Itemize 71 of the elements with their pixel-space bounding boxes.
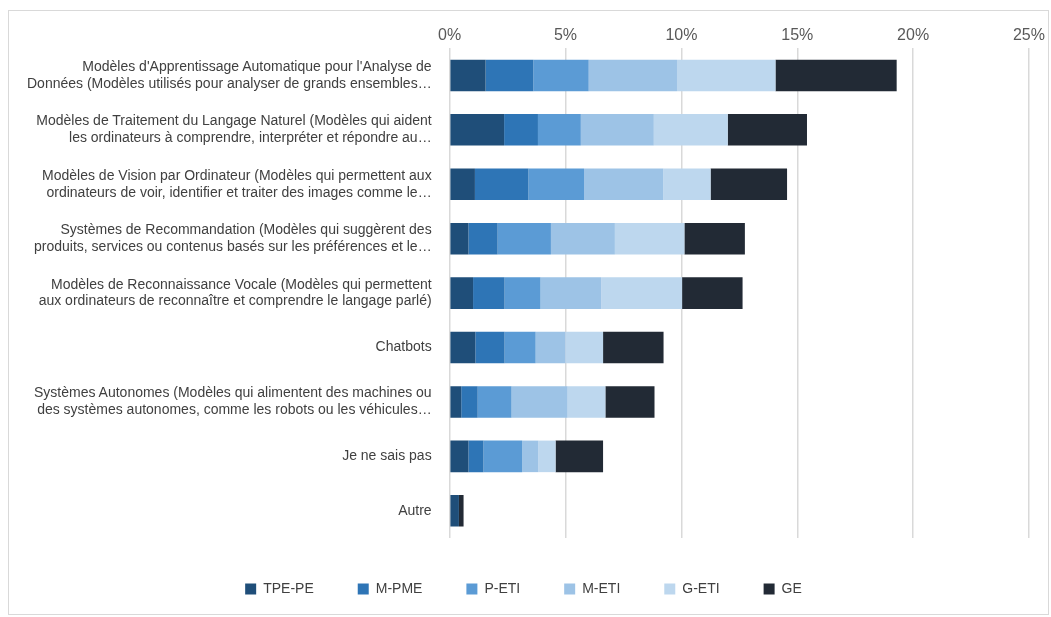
bar [584,168,664,201]
bar [565,331,604,364]
legend-label: P-ETI [484,579,521,596]
x-tick-label: 0% [438,26,462,44]
bar [614,222,685,255]
bar [710,168,788,201]
x-tick-label: 25% [1012,26,1045,44]
bar [684,222,745,255]
bar [663,168,711,201]
legend-label: M-ETI [582,579,621,596]
bar [522,440,539,473]
y-tick-label: Je ne sais pas [342,447,432,464]
bar [605,386,655,418]
bar [567,386,606,418]
bar [450,168,475,201]
legend-label: TPE-PE [263,579,314,596]
bar [450,495,459,527]
legend-label: G-ETI [682,579,720,596]
bar [528,168,585,201]
bar [533,59,589,92]
bar [450,277,474,309]
bar [477,386,512,418]
bar [450,114,505,146]
bar [676,59,776,92]
x-tick-label: 5% [553,26,578,44]
bar [601,277,683,309]
x-tick-label: 20% [897,26,930,44]
y-tick-label: Modèles de Reconnaissance Vocale (Modèles qui permettent aux ordinateurs de reconnaître et comprendre le langage parlé) [38,275,432,309]
bar [450,386,462,418]
bar [727,114,807,146]
bar [450,222,469,255]
bar [603,331,664,364]
bar [538,440,556,473]
bar [450,440,469,473]
y-tick-label: Systèmes Autonomes (Modèles qui alimentent des machines ou des systèmes autonomes, comme les robots ou les véhicules… [34,384,432,418]
bar [450,59,486,92]
y-tick-label: Modèles de Traitement du Langage Naturel (Modèles qui aident les ordinateurs à comprendre, interpréter et répondre au… [36,112,432,146]
legend-label: GE [781,579,802,596]
x-tick-label: 15% [781,26,814,44]
bar [473,277,505,309]
bar [485,59,534,92]
bar [458,495,464,527]
bar [468,440,484,473]
bar [550,222,615,255]
bar [504,331,536,364]
y-tick-label: Systèmes de Recommandation (Modèles qui suggèrent des produits, services ou contenus basés sur les préférences et le… [34,221,432,254]
bar [537,114,581,146]
bar [775,59,897,92]
bar [540,277,602,309]
bar [483,440,523,473]
bar [580,114,654,146]
bar [475,331,505,364]
bar [468,222,498,255]
x-tick-label: 10% [665,26,698,44]
y-tick-label: Modèles de Vision par Ordinateur (Modèles qui permettent aux ordinateurs de voir, identifier et traiter des images comme le… [42,166,432,200]
bar [461,386,478,418]
bar [682,277,743,309]
bar [511,386,568,418]
bar [497,222,551,255]
bar [653,114,728,146]
bar [588,59,677,92]
bar [504,114,538,146]
bar [535,331,566,364]
bar [474,168,529,201]
bar [504,277,541,309]
y-tick-label: Autre [398,501,432,518]
y-tick-label: Modèles d'Apprentissage Automatique pour l'Analyse de Données (Modèles utilisés pour analyser de grands ensembles… [26,57,432,91]
bar [450,331,476,364]
bar [555,440,604,473]
legend-label: M-PME [375,579,423,596]
y-tick-label: Chatbots [375,338,432,355]
